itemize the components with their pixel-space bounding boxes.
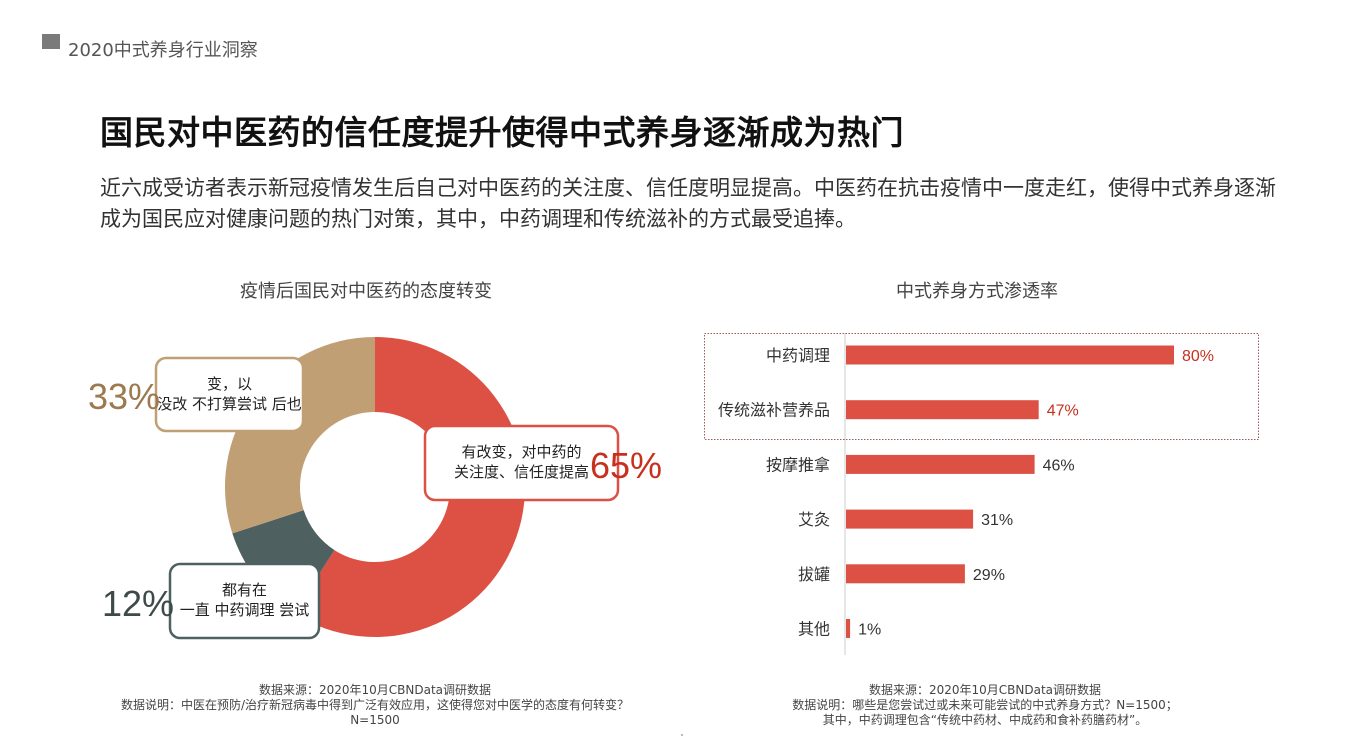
callout-label-line: 变，以 — [207, 375, 252, 393]
page-subtitle: 近六成受访者表示新冠疫情发生后自己对中医药的关注度、信任度明显提高。中医药在抗击… — [100, 176, 1276, 231]
donut-pct-label: 33% — [88, 376, 160, 417]
bar-category-label: 传统滋补营养品 — [718, 401, 830, 420]
bar-value-label: 47% — [1047, 403, 1079, 420]
bar-4 — [846, 564, 965, 584]
footnote-left-sample: N=1500 — [350, 713, 400, 727]
footnote-left-note: 数据说明：中医在预防/治疗新冠病毒中得到广泛有效应用，这使得您对中医学的态度有何… — [120, 698, 630, 712]
callout-box — [168, 562, 321, 640]
footnote-right-note: 数据说明：哪些是您尝试过或未来可能尝试的中式养身方式？N=1500； — [792, 698, 1178, 712]
callout-box — [423, 424, 620, 502]
bar-3 — [846, 509, 974, 529]
bar-category-label: 其他 — [798, 620, 830, 639]
donut-slice-0 — [293, 337, 525, 637]
bar-value-label: 31% — [981, 512, 1013, 529]
header-marker — [42, 34, 60, 49]
callout-label-line: 没改 不打算尝试 后也 — [157, 395, 302, 413]
footnote-right: 数据来源：2020年10月CBNData调研数据 数据说明：哪些是您尝试过或未来… — [740, 683, 1230, 728]
callout-label-line: 有改变，对中药的 — [461, 443, 581, 461]
bar-value-label: 1% — [858, 622, 881, 639]
page-dot — [681, 734, 683, 736]
page-title: 国民对中医药的信任度提升使得中式养身逐渐成为热门 — [100, 113, 904, 152]
bar-highlight-frame — [704, 333, 1259, 440]
bar-value-label: 46% — [1043, 457, 1075, 474]
bar-0 — [846, 345, 1174, 365]
callout-label-line: 关注度、信任度提高 — [454, 463, 589, 481]
callout-box — [154, 356, 305, 433]
bar-2 — [846, 454, 1035, 474]
bar-category-label: 按摩推拿 — [766, 455, 830, 474]
donut-slice-2 — [224, 336, 375, 534]
bar-category-label: 艾灸 — [798, 510, 830, 529]
donut-pct-label: 65% — [590, 445, 662, 486]
footnote-right-source: 数据来源：2020年10月CBNData调研数据 — [868, 683, 1102, 697]
bar-1 — [846, 400, 1039, 420]
bar-chart: 中药调理 80% 传统滋补营养品 47% 按摩推拿 46% 艾灸 31% 拔罐 29% 其他 1% — [704, 333, 1259, 655]
bar-category-label: 拔罐 — [798, 565, 830, 584]
bar-value-label: 80% — [1182, 348, 1214, 365]
header-label: 2020中式养身行业洞察 — [68, 40, 258, 61]
footnote-left: 数据来源：2020年10月CBNData调研数据 数据说明：中医在预防/治疗新冠… — [80, 683, 670, 728]
callout-label-line: 一直 中药调理 尝试 — [180, 601, 310, 619]
bar-value-label: 29% — [973, 567, 1005, 584]
footnote-right-detail: 其中，中药调理包含“传统中药材、中成药和食补药膳药材”。 — [822, 713, 1148, 727]
bar-category-label: 中药调理 — [766, 346, 830, 365]
footnote-left-source: 数据来源：2020年10月CBNData调研数据 — [258, 683, 492, 697]
bar-5 — [846, 619, 851, 638]
donut-chart-title: 疫情后国民对中医药的态度转变 — [240, 281, 492, 302]
donut-pct-label: 12% — [102, 583, 174, 624]
callout-label-line: 都有在 — [222, 581, 267, 599]
bar-chart-title: 中式养身方式渗透率 — [896, 281, 1058, 302]
